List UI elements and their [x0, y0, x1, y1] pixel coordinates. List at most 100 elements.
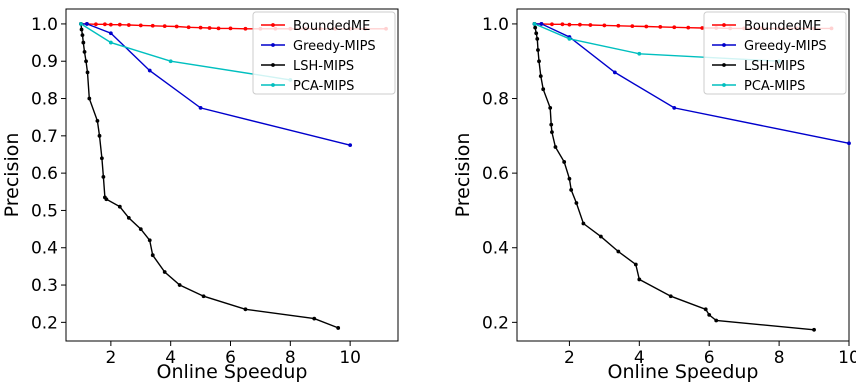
data-point-lsh-mips: [668, 294, 673, 299]
y-axis-label: Precision: [1, 133, 23, 218]
data-point-boundedme: [216, 26, 221, 31]
data-point-greedy-mips: [198, 105, 203, 110]
data-point-boundedme: [228, 26, 233, 31]
legend-marker-pca-mips: [722, 83, 726, 87]
y-tick-label: 0.9: [31, 52, 58, 72]
data-point-lsh-mips: [533, 25, 538, 30]
x-tick-label: 2: [564, 348, 575, 368]
data-point-pca-mips: [532, 22, 537, 26]
data-point-pca-mips: [79, 22, 83, 26]
y-tick-label: 0.4: [482, 239, 509, 259]
data-point-lsh-mips: [99, 156, 104, 161]
data-point-greedy-mips: [612, 70, 617, 75]
data-point-lsh-mips: [581, 221, 586, 226]
x-tick-label: 4: [165, 348, 176, 368]
data-point-lsh-mips: [95, 119, 100, 123]
legend-box: [703, 11, 847, 95]
legend-marker-boundedme: [722, 23, 726, 27]
data-point-boundedme: [578, 22, 582, 27]
data-point-boundedme: [672, 25, 677, 30]
data-point-boundedme: [243, 26, 248, 31]
data-point-boundedme: [94, 22, 98, 27]
data-point-boundedme: [630, 24, 635, 29]
chart-panel-1: 2 4 6 8 10 0.2 0.3 0.4 0.5 0.6 0.7 0.8 0.9 1.0 Online …: [1, 8, 399, 383]
x-tick-label: 10: [838, 348, 856, 368]
data-point-pca-mips: [637, 51, 642, 56]
data-point-lsh-mips: [534, 31, 539, 36]
data-point-lsh-mips: [616, 249, 621, 254]
y-tick-label: 0.6: [482, 164, 509, 184]
data-point-lsh-mips: [598, 234, 603, 239]
data-point-boundedme: [567, 22, 572, 27]
y-tick-label: 0.5: [31, 201, 58, 221]
data-point-lsh-mips: [567, 176, 572, 181]
data-point-lsh-mips: [138, 227, 143, 231]
data-point-lsh-mips: [703, 307, 708, 312]
data-point-boundedme: [207, 26, 212, 30]
data-point-lsh-mips: [79, 27, 84, 32]
legend-label-greedy-mips: Greedy-MIPS: [744, 39, 827, 54]
data-point-greedy-mips: [348, 143, 353, 148]
data-point-lsh-mips: [201, 294, 206, 299]
data-point-boundedme: [162, 24, 167, 29]
data-point-pca-mips: [567, 36, 572, 41]
data-point-lsh-mips: [97, 133, 102, 138]
x-tick-label: 6: [225, 348, 236, 368]
data-point-boundedme: [108, 22, 113, 27]
data-point-boundedme: [150, 23, 155, 28]
y-tick-label: 0.6: [31, 164, 58, 184]
data-point-lsh-mips: [150, 253, 155, 258]
data-point-boundedme: [102, 22, 107, 27]
legend-marker-lsh-mips: [722, 63, 726, 67]
data-point-lsh-mips: [633, 262, 638, 267]
x-tick-label: 10: [339, 348, 361, 368]
y-axis-label: Precision: [452, 133, 474, 218]
data-point-greedy-mips: [539, 22, 544, 26]
series-line-pca-mips: [80, 23, 291, 81]
data-point-lsh-mips: [707, 312, 712, 317]
data-point-boundedme: [588, 23, 593, 27]
data-point-greedy-mips: [847, 141, 851, 146]
data-point-boundedme: [560, 22, 565, 27]
data-point-greedy-mips: [147, 68, 152, 73]
data-point-lsh-mips: [84, 59, 88, 64]
data-point-boundedme: [700, 26, 705, 30]
data-point-boundedme: [602, 23, 607, 28]
data-point-lsh-mips: [117, 204, 122, 209]
data-point-boundedme: [686, 25, 691, 30]
data-point-pca-mips: [168, 59, 173, 64]
legend-label-boundedme: BoundedME: [293, 19, 370, 34]
data-point-boundedme: [644, 24, 649, 29]
data-point-lsh-mips: [548, 105, 553, 110]
legend-label-greedy-mips: Greedy-MIPS: [293, 39, 376, 54]
legend-marker-greedy-mips: [271, 43, 275, 47]
x-tick-label: 2: [105, 348, 116, 368]
legend-label-pca-mips: PCA-MIPS: [293, 79, 354, 94]
data-point-greedy-mips: [672, 105, 677, 110]
data-point-boundedme: [174, 24, 179, 29]
data-point-lsh-mips: [243, 307, 248, 312]
data-point-lsh-mips: [147, 238, 152, 243]
y-tick-label: 0.4: [31, 239, 58, 259]
data-point-lsh-mips: [537, 59, 541, 64]
y-tick-label: 1.0: [482, 15, 509, 35]
data-point-lsh-mips: [538, 74, 543, 79]
data-point-lsh-mips: [553, 145, 558, 149]
x-tick-label: 6: [704, 348, 715, 368]
legend: BoundedME Greedy-MIPS LSH-MIPS PCA-MIPS: [703, 11, 847, 95]
y-tick-label: 0.8: [482, 90, 509, 110]
data-point-lsh-mips: [812, 327, 816, 332]
data-point-lsh-mips: [550, 130, 554, 135]
data-point-lsh-mips: [312, 316, 317, 321]
data-point-pca-mips: [108, 40, 113, 45]
data-point-boundedme: [117, 22, 122, 27]
data-point-lsh-mips: [535, 36, 540, 41]
chart-panel-2: 2 4 6 8 10 0.2 0.4 0.6 0.8 1.0 Online Speedup Preci…: [452, 8, 856, 383]
legend-marker-pca-mips: [271, 83, 275, 87]
y-tick-label: 0.8: [31, 90, 58, 110]
y-tick-label: 0.3: [31, 276, 58, 296]
y-tick-label: 0.2: [31, 313, 58, 333]
data-point-boundedme: [658, 25, 663, 29]
data-point-boundedme: [126, 23, 131, 27]
data-point-lsh-mips: [541, 87, 546, 92]
